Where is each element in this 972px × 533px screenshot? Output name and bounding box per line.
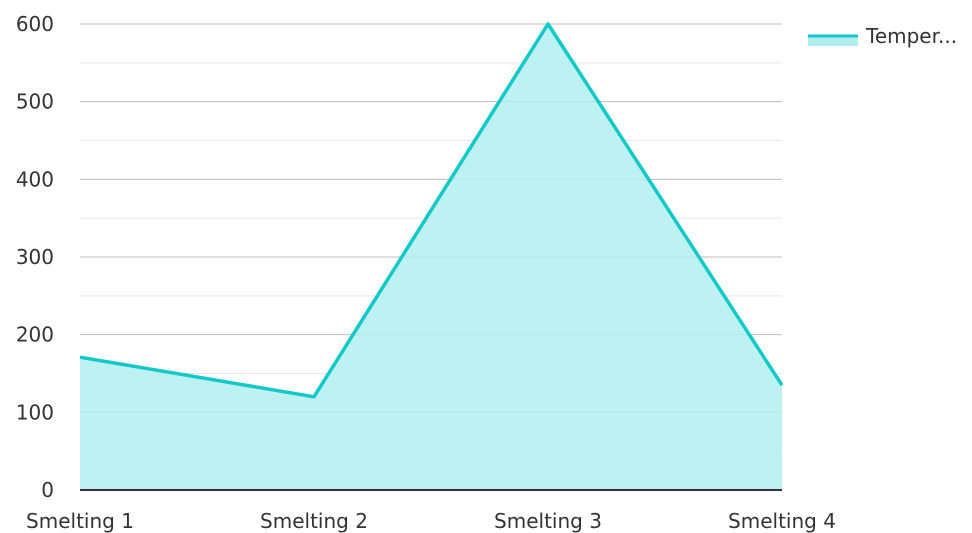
y-tick-label: 500 (16, 90, 54, 114)
y-tick-label: 300 (16, 245, 54, 269)
y-tick-label: 200 (16, 323, 54, 347)
x-tick-label: Smelting 4 (728, 509, 836, 533)
series-line (79, 22, 784, 399)
legend-label: Temper... (865, 24, 957, 48)
y-tick-labels: 0 100 200 300 400 500 600 (16, 12, 54, 502)
x-tick-label: Smelting 3 (494, 509, 602, 533)
x-tick-labels: Smelting 1 Smelting 2 Smelting 3 Smelting 4 (26, 509, 836, 533)
x-tick-label: Smelting 1 (26, 509, 134, 533)
y-tick-label: 400 (16, 167, 54, 191)
legend-swatch-fill (808, 36, 858, 46)
series-area-layer (79, 22, 784, 490)
legend: Temper... (808, 24, 957, 48)
y-tick-label: 0 (41, 478, 54, 502)
y-tick-label: 600 (16, 12, 54, 36)
y-tick-label: 100 (16, 400, 54, 424)
series-area-fill (80, 24, 782, 490)
x-tick-label: Smelting 2 (260, 509, 368, 533)
